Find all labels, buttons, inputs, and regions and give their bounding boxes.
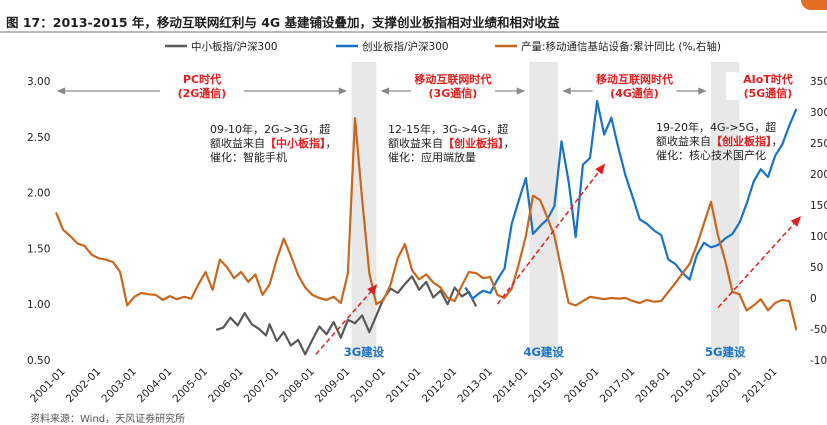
shaded-periods-layer: 3G建设 4G建设 5G建设	[344, 62, 746, 360]
title-bar: 图 17：2013-2015 年，移动互联网红利与 4G 基建铺设叠加，支撑创业…	[0, 0, 827, 30]
y-left-tick-label-2: 1.50	[27, 243, 50, 255]
y-right-tick-label-8: 300	[810, 107, 827, 119]
x-tick-label-20: 2021-01	[740, 366, 780, 406]
y-left-tick-label-3: 2.00	[27, 188, 50, 200]
trend-arrow-3	[717, 216, 802, 309]
x-tick-label-18: 2019-01	[669, 366, 709, 406]
y-left-tick-label-1: 1.00	[27, 299, 50, 311]
y-right-tick-label-2: 0	[810, 293, 817, 305]
era-title-2: 移动互联网时代	[414, 72, 491, 86]
annotations-layer: PC时代(2G通信)移动互联网时代(3G通信)移动互联网时代(4G通信)AIoT…	[56, 72, 810, 355]
note-line1-1: 09-10年，2G->3G，超	[210, 122, 330, 136]
era-subtitle-1: (2G通信)	[178, 86, 227, 100]
era-title-3: 移动互联网时代	[596, 72, 673, 86]
note-emphasis-2: 【创业板指】	[443, 136, 504, 150]
note-line2-suffix-2: ，	[504, 137, 515, 150]
era-subtitle-3: (4G通信)	[610, 86, 659, 100]
series-line-1	[215, 275, 478, 356]
note-line2-suffix-3: ，	[772, 135, 783, 148]
x-tick-label-14: 2015-01	[527, 366, 567, 406]
shaded-period-3	[711, 62, 740, 360]
legend-label-1: 中小板指/沪深300	[191, 40, 278, 53]
note-line2-3: 额收益来自【创业板指】，	[656, 134, 783, 148]
y-right-tick-label-0: -100	[810, 355, 827, 367]
x-tick-label-6: 2007-01	[242, 366, 282, 406]
note-emphasis-3: 【创业板指】	[711, 134, 772, 148]
x-tick-label-15: 2016-01	[562, 366, 602, 406]
era-title-1: PC时代	[183, 72, 221, 86]
era-label-bg-3	[592, 72, 677, 100]
note-line3-2: 催化：应用端放量	[388, 150, 476, 164]
title-divider	[0, 31, 827, 33]
series-line-3	[54, 117, 798, 331]
x-tick-label-4: 2005-01	[171, 366, 211, 406]
x-tick-label-16: 2017-01	[598, 366, 638, 406]
y-right-tick-label-5: 150	[810, 200, 827, 212]
y-right-tick-label-1: -50	[810, 324, 827, 336]
x-tick-label-13: 2014-01	[491, 366, 531, 406]
note-line1-2: 12-15年，3G->4G，超	[388, 122, 508, 136]
y-left-tick-label-0: 0.50	[27, 355, 50, 367]
note-line2-prefix-2: 额收益来自	[388, 136, 443, 150]
series-line-2	[464, 100, 798, 300]
note-line2-1: 额收益来自【中小板指】，	[210, 136, 337, 150]
y-right-tick-label-6: 200	[810, 169, 827, 181]
shaded-period-label-1: 3G建设	[344, 345, 385, 359]
x-tick-label-9: 2010-01	[349, 366, 389, 406]
legend-layer: 中小板指/沪深300 创业板指/沪深300 产量:移动通信基站设备:累计同比 (%,…	[165, 40, 721, 53]
note-line3-3: 催化：核心技术国产化	[656, 148, 766, 162]
shaded-period-label-3: 5G建设	[705, 345, 746, 359]
x-tick-label-5: 2006-01	[206, 366, 246, 406]
y-right-tick-label-7: 250	[810, 138, 827, 150]
note-line2-prefix-3: 额收益来自	[656, 134, 711, 148]
x-tick-label-12: 2013-01	[455, 366, 495, 406]
series-layer	[54, 100, 798, 356]
era-subtitle-2: (3G通信)	[429, 86, 478, 100]
note-line3-1: 催化：智能手机	[210, 150, 287, 164]
y-left-tick-label-4: 2.50	[27, 132, 50, 144]
note-line2-2: 额收益来自【创业板指】，	[388, 136, 515, 150]
legend-label-3: 产量:移动通信基站设备:累计同比 (%,右轴)	[521, 40, 721, 53]
note-line2-suffix-1: ，	[326, 137, 337, 150]
x-tick-label-1: 2002-01	[64, 366, 104, 406]
brand-accent	[801, 0, 827, 10]
x-tick-label-7: 2008-01	[277, 366, 317, 406]
shaded-period-label-2: 4G建设	[523, 345, 564, 359]
trend-arrow-1	[315, 284, 378, 355]
x-tick-label-2: 2003-01	[99, 366, 139, 406]
y-right-tick-label-4: 100	[810, 231, 827, 243]
x-tick-label-11: 2012-01	[420, 366, 460, 406]
x-tick-label-10: 2011-01	[384, 366, 424, 406]
trend-arrow-2	[496, 163, 606, 305]
era-label-bg-2	[410, 72, 495, 100]
x-tick-label-3: 2004-01	[135, 366, 175, 406]
x-tick-label-0: 2001-01	[28, 366, 68, 406]
chart-title: 图 17：2013-2015 年，移动互联网红利与 4G 基建铺设叠加，支撑创业…	[6, 15, 560, 30]
note-emphasis-1: 【中小板指】	[265, 136, 326, 150]
x-tick-label-8: 2009-01	[313, 366, 353, 406]
era-label-bg-4	[725, 72, 810, 100]
legend-label-2: 创业板指/沪深300	[362, 40, 449, 53]
y-right-tick-label-3: 50	[810, 262, 823, 274]
y-right-tick-label-9: 350	[810, 76, 827, 88]
era-subtitle-4: (5G通信)	[744, 86, 793, 100]
x-tick-label-19: 2020-01	[705, 366, 745, 406]
era-label-bg-1	[159, 72, 244, 100]
y-left-tick-label-5: 3.00	[27, 76, 50, 88]
note-line1-3: 19-20年，4G->5G，超	[656, 120, 776, 134]
note-line2-prefix-1: 额收益来自	[210, 136, 265, 150]
x-tick-label-17: 2018-01	[633, 366, 673, 406]
era-title-4: AIoT时代	[743, 72, 793, 86]
